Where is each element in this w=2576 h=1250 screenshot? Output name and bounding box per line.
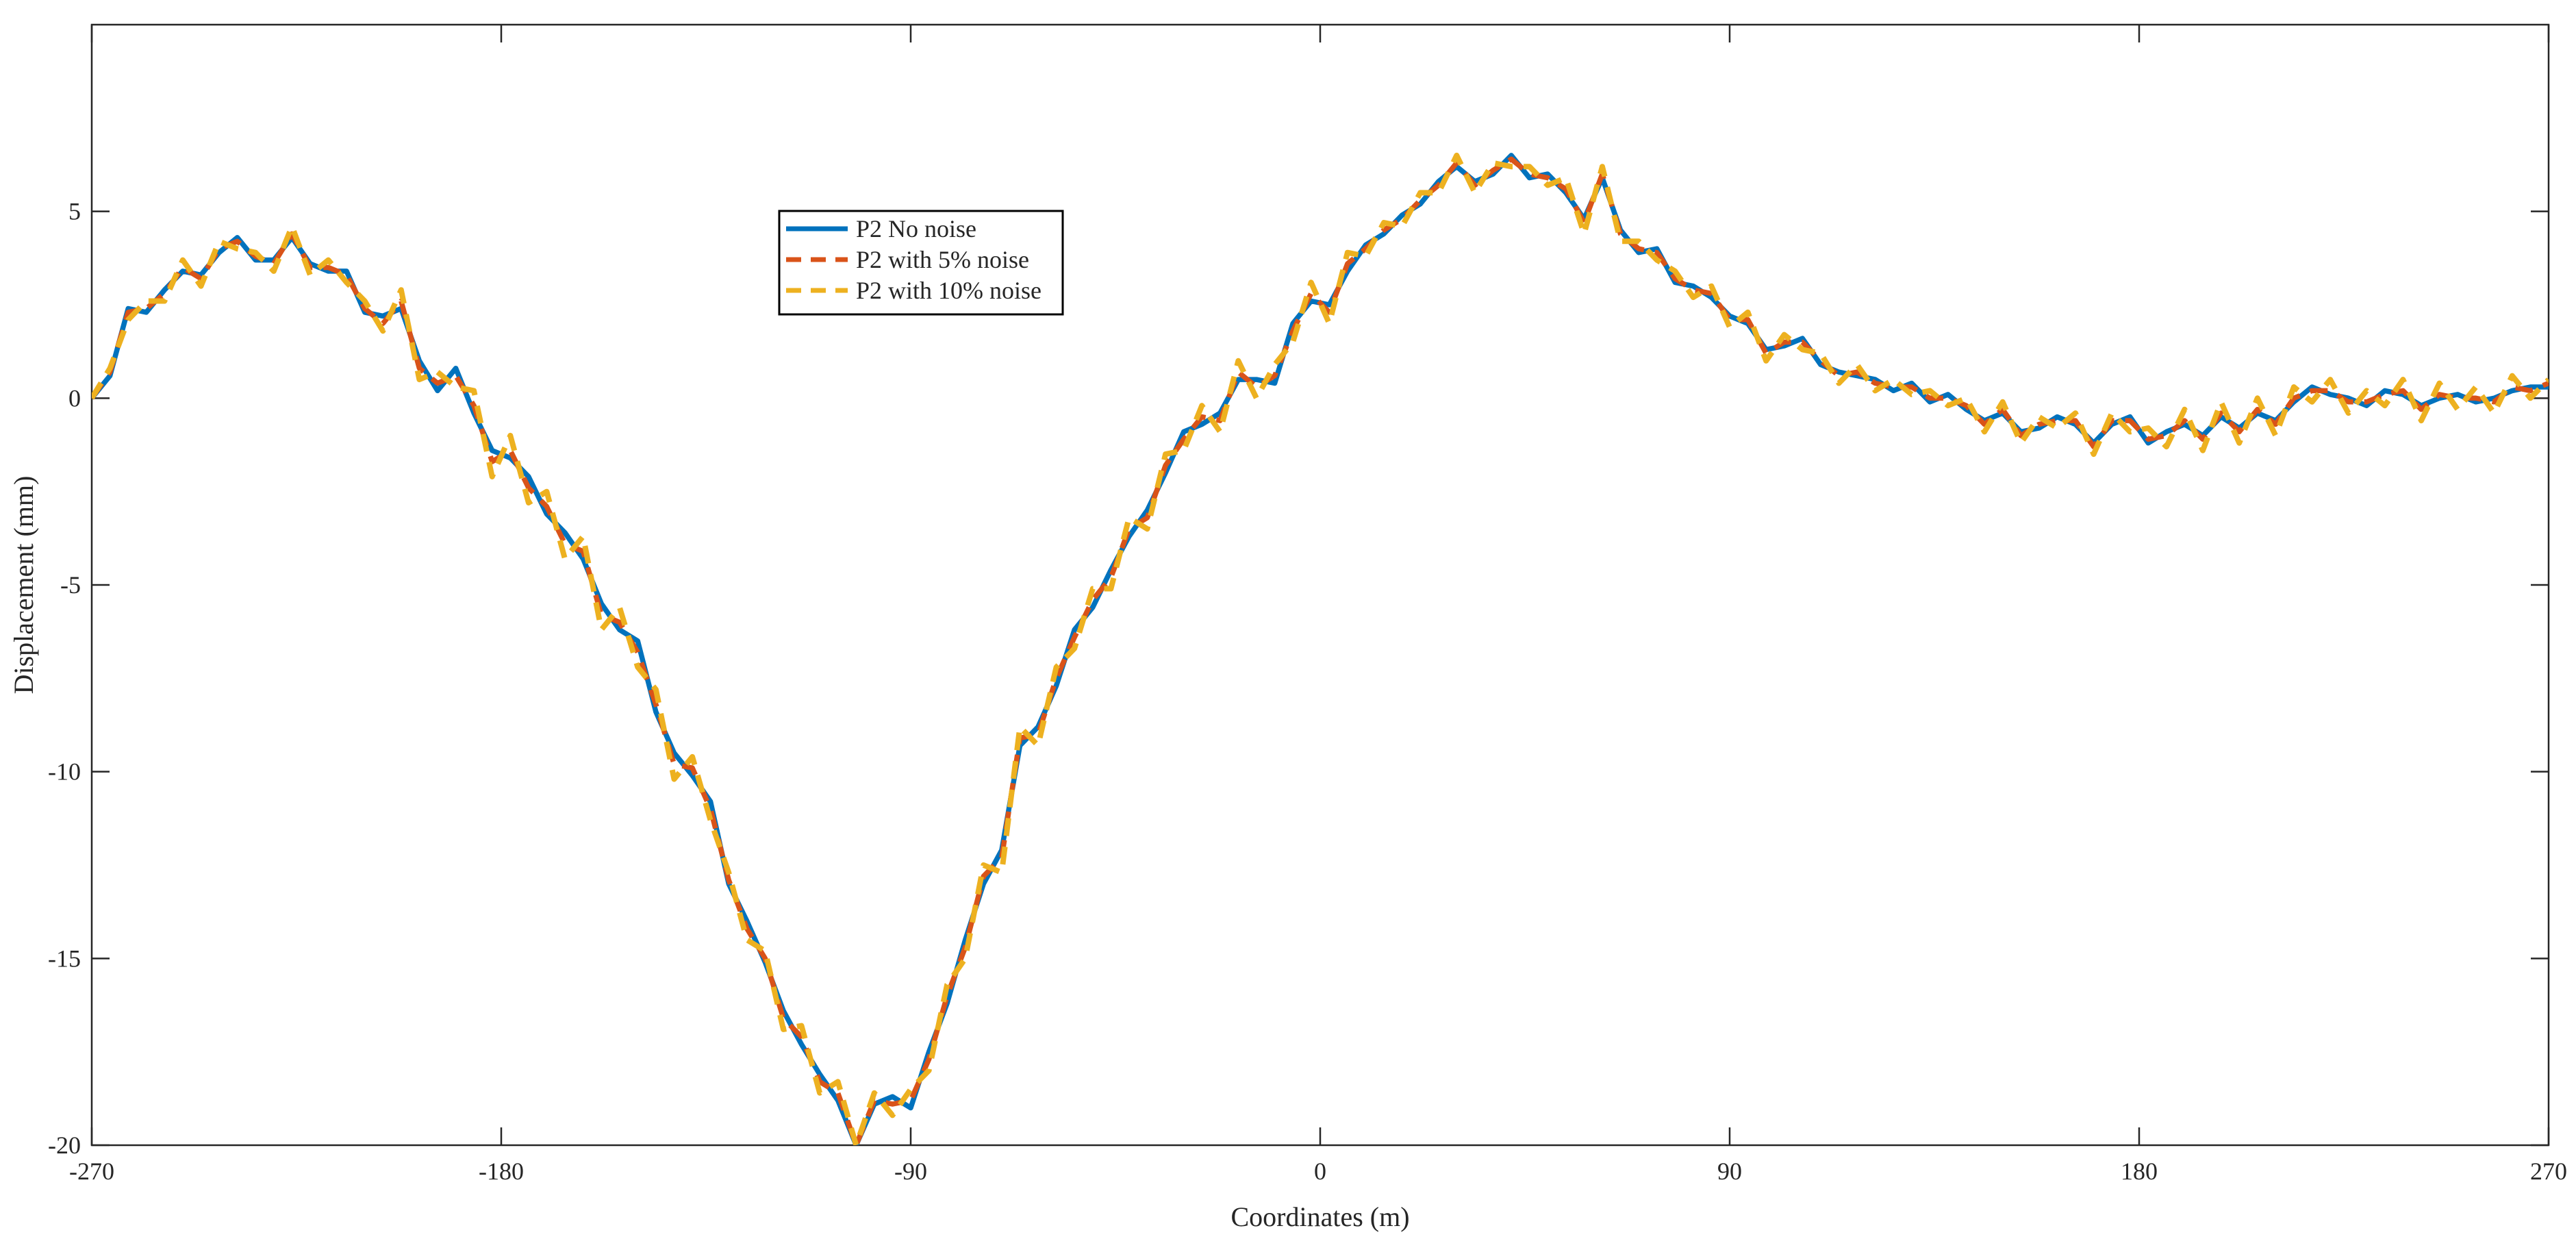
y-axis-title: Displacement (mm) (8, 476, 39, 695)
y-tick-label: -20 (48, 1132, 81, 1159)
x-tick-label: 0 (1314, 1158, 1326, 1185)
y-axis-ticks: -20 -15 -10 -5 0 5 (48, 198, 2549, 1159)
y-tick-label: 5 (68, 198, 81, 225)
y-tick-label: -15 (48, 945, 81, 972)
x-tick-label: 270 (2530, 1158, 2567, 1185)
legend-entry: P2 No noise (856, 215, 976, 242)
x-axis-ticks: -270 -180 -90 0 90 180 270 (69, 25, 2567, 1185)
x-tick-label: 180 (2121, 1158, 2158, 1185)
legend-entry: P2 with 5% noise (856, 246, 1029, 273)
y-tick-label: 0 (68, 384, 81, 412)
series-layer (92, 152, 2549, 1145)
series-line-3 (92, 152, 2549, 1145)
x-tick-label: 90 (1717, 1158, 1742, 1185)
legend-entry: P2 with 10% noise (856, 277, 1041, 304)
x-tick-label: -270 (69, 1158, 114, 1185)
y-tick-label: -5 (60, 571, 81, 599)
legend: P2 No noise P2 with 5% noise P2 with 10% n… (778, 210, 1064, 316)
x-axis-title: Coordinates (m) (1230, 1201, 1409, 1232)
x-tick-label: -180 (479, 1158, 524, 1185)
y-tick-label: -10 (48, 758, 81, 786)
x-tick-label: -90 (894, 1158, 927, 1185)
